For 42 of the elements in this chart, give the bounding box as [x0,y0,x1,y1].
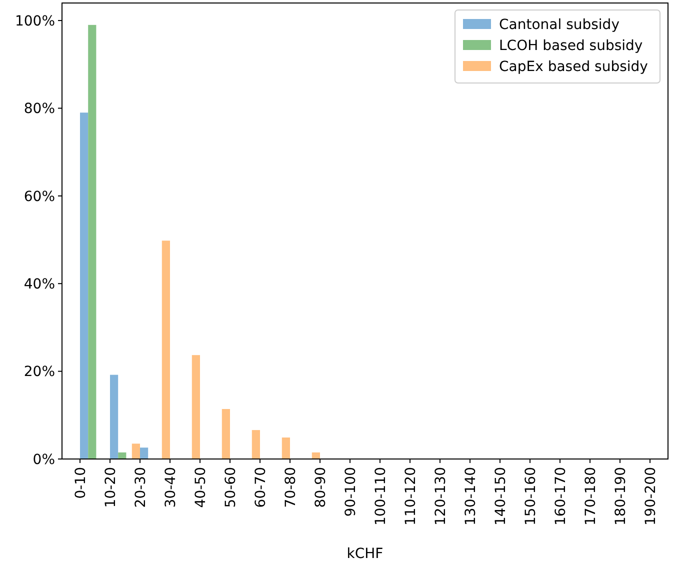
x-tick-label: 70-80 [282,467,299,508]
x-tick-label: 80-90 [312,467,329,508]
bar [110,374,118,459]
x-tick-label: 10-20 [102,467,119,508]
bar [80,112,88,459]
x-tick-label: 90-100 [342,467,359,517]
x-tick-label: 20-30 [132,467,149,508]
x-tick-label: 140-150 [492,467,509,526]
y-tick-label: 100% [14,13,55,30]
bar [162,240,170,459]
legend-label: LCOH based subsidy [499,38,643,54]
x-tick-label: 170-180 [582,467,599,526]
x-tick-label: 50-60 [222,467,239,508]
y-tick-label: 60% [24,188,55,205]
y-tick-label: 20% [24,364,55,380]
bar [132,444,140,459]
bar [282,438,290,459]
y-tick-label: 40% [24,276,55,293]
x-tick-label: 30-40 [162,467,179,508]
y-tick-label: 80% [24,101,55,118]
x-tick-label: 130-140 [462,467,479,526]
bar [88,24,96,459]
x-tick-label: 110-120 [402,467,419,526]
x-tick-label: 120-130 [432,467,449,526]
legend-label: CapEx based subsidy [499,58,648,75]
x-tick-label: 190-200 [642,467,659,526]
x-axis-title: kCHF [346,546,384,562]
bar [192,355,200,459]
x-tick-label: 150-160 [522,467,539,526]
bar [140,448,148,459]
x-tick-label: 160-170 [552,467,569,526]
x-tick-label: 100-110 [372,467,389,526]
bar [312,452,320,459]
bar [222,409,230,459]
legend-label: Cantonal subsidy [499,16,620,33]
x-tick-label: 0-10 [72,467,89,499]
x-tick-label: 40-50 [192,467,209,508]
x-tick-label: 60-70 [252,467,269,508]
bar [252,430,260,459]
y-tick-label: 0% [32,452,55,468]
x-tick-label: 180-190 [612,467,629,526]
bar [118,452,126,459]
